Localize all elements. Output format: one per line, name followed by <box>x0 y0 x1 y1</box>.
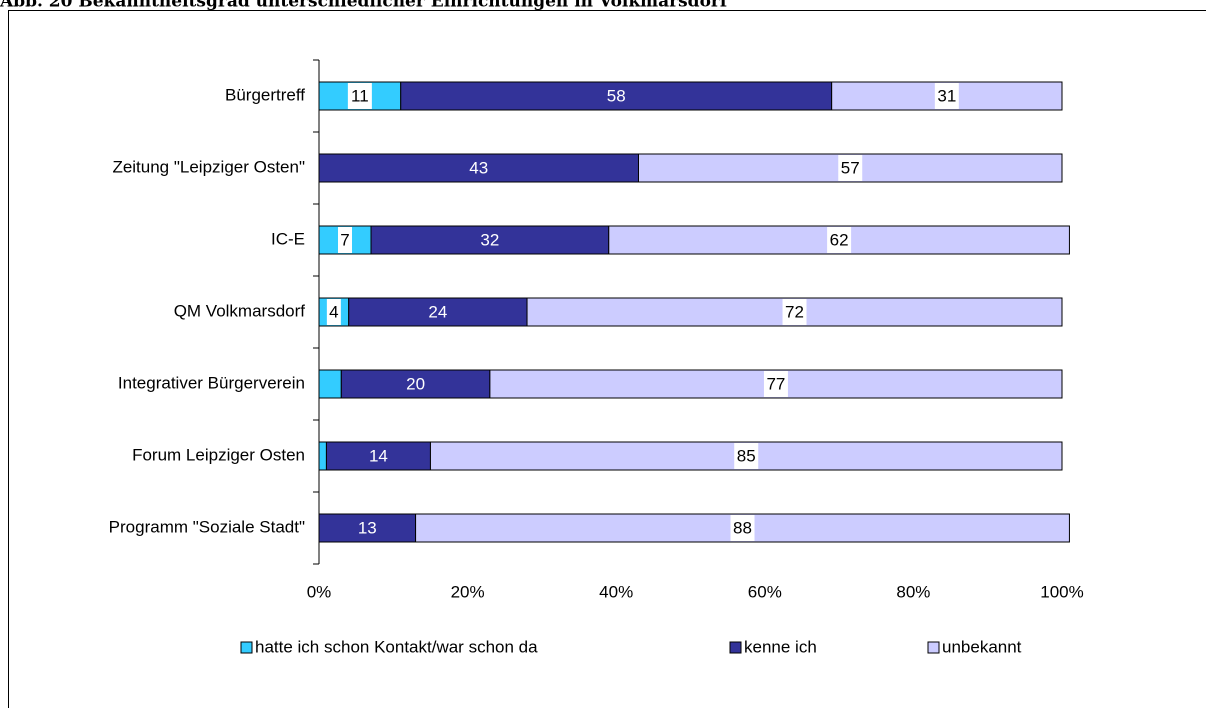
data-label-bg <box>326 299 341 325</box>
y-tick-label: IC-E <box>271 229 305 248</box>
x-tick-label: 0% <box>307 582 332 601</box>
data-label-bg <box>838 155 863 181</box>
data-label-bg <box>734 443 759 469</box>
data-label: 4 <box>329 302 338 321</box>
x-tick-label: 100% <box>1040 582 1083 601</box>
data-label-bg <box>763 371 788 397</box>
data-label: 24 <box>428 302 447 321</box>
chart-frame <box>8 10 1206 708</box>
legend-swatch <box>927 641 940 654</box>
data-label: 58 <box>607 86 626 105</box>
y-tick-label: Integrativer Bürgerverein <box>118 373 305 392</box>
x-tick-label: 40% <box>599 582 633 601</box>
bar-segment <box>340 369 491 399</box>
legend-label: kenne ich <box>744 637 817 656</box>
data-label-bg <box>338 227 353 253</box>
x-tick-label: 80% <box>896 582 930 601</box>
y-tick-label: Forum Leipziger Osten <box>132 445 305 464</box>
data-label-bg <box>347 83 372 109</box>
data-label-bg <box>934 83 959 109</box>
legend-swatch <box>729 641 742 654</box>
bar-segment <box>348 297 528 327</box>
bar-segment <box>325 441 431 471</box>
bar-segment <box>318 369 342 399</box>
data-label: 32 <box>480 230 499 249</box>
data-label-bg <box>827 227 852 253</box>
data-label: 85 <box>737 446 756 465</box>
data-label-bg <box>730 515 755 541</box>
y-tick-label: Programm "Soziale Stadt" <box>109 517 305 536</box>
data-label: 13 <box>358 518 377 537</box>
bar-segment <box>318 513 417 543</box>
legend-swatch <box>240 641 253 654</box>
data-label: 11 <box>351 86 369 105</box>
bar-segment <box>318 441 327 471</box>
data-label: 57 <box>841 158 860 177</box>
data-label: 43 <box>469 158 488 177</box>
y-tick-label: Zeitung "Leipziger Osten" <box>112 157 305 176</box>
bar-segment <box>400 81 833 111</box>
x-tick-label: 20% <box>451 582 485 601</box>
data-label: 31 <box>937 86 956 105</box>
y-tick-label: Bürgertreff <box>225 85 305 104</box>
data-label: 62 <box>830 230 849 249</box>
data-label: 20 <box>406 374 425 393</box>
data-label: 77 <box>766 374 785 393</box>
bar-segment <box>318 153 639 183</box>
data-label: 88 <box>733 518 752 537</box>
chart-title: Abb. 20 Bekanntheitsgrad unterschiedlich… <box>0 0 729 12</box>
data-label: 7 <box>340 230 349 249</box>
x-tick-label: 60% <box>748 582 782 601</box>
data-label: 72 <box>785 302 804 321</box>
data-label-bg <box>782 299 807 325</box>
legend-label: unbekannt <box>942 637 1022 656</box>
bar-segment <box>370 225 610 255</box>
data-label: 14 <box>369 446 388 465</box>
legend-label: hatte ich schon Kontakt/war schon da <box>255 637 538 656</box>
y-tick-label: QM Volkmarsdorf <box>174 301 306 320</box>
